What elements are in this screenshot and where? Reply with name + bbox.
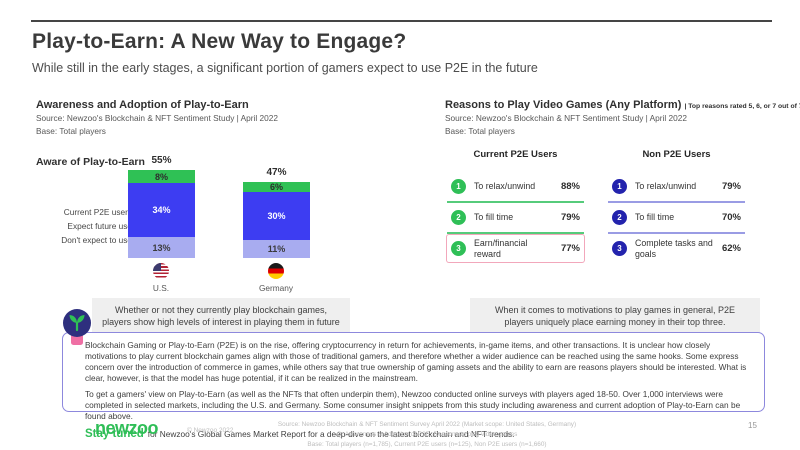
left-section-header: Awareness and Adoption of Play-to-Earn S… xyxy=(36,99,406,137)
category-label-germany: Germany xyxy=(258,283,294,293)
bar-us: 55% 8% 34% 13% xyxy=(128,155,195,258)
bar-segment-current-p2e: 6% xyxy=(243,182,310,192)
stay-tuned-label: Stay tuned xyxy=(85,428,144,441)
legend-label: Expect future use xyxy=(67,221,132,231)
rank-badge: 1 xyxy=(451,179,466,194)
right-section-base: Base: Total players xyxy=(445,126,515,137)
left-caption: Whether or not they currently play block… xyxy=(92,298,350,335)
insight-paragraph-1: Blockchain Gaming or Play-to-Earn (P2E) … xyxy=(85,340,747,384)
cta-line: Stay tuned for Newzoo's Global Games Mark… xyxy=(85,427,750,442)
right-caption: When it comes to motivations to play gam… xyxy=(470,298,760,335)
page-number: 15 xyxy=(748,421,757,430)
row-separator xyxy=(608,232,745,234)
category-label-us: U.S. xyxy=(152,283,170,293)
rank-badge: 2 xyxy=(612,210,627,225)
rank-badge: 3 xyxy=(612,241,627,256)
left-section-source: Source: Newzoo's Blockchain & NFT Sentim… xyxy=(36,113,279,123)
row-separator xyxy=(608,201,745,203)
footer-source-line: Source: Newzoo Blockchain & NFT Sentimen… xyxy=(277,421,577,428)
right-section-source: Source: Newzoo's Blockchain & NFT Sentim… xyxy=(445,113,688,123)
top-rule xyxy=(31,20,772,22)
reason-row: 2 To fill time 70% xyxy=(608,204,745,231)
rank-badge: 3 xyxy=(451,241,466,256)
bar-segment-dont-expect: 11% xyxy=(243,240,310,258)
bar-total-germany: 47% xyxy=(266,167,287,178)
reason-row: 1 To relax/unwind 88% xyxy=(447,173,584,200)
cta-rest: for Newzoo's Global Games Market Report … xyxy=(147,429,515,440)
reason-label: Earn/financial reward xyxy=(474,237,528,259)
germany-flag-icon xyxy=(268,263,284,279)
newzoo-logo: newzoo xyxy=(95,418,159,438)
insight-paragraph-2: To get a gamers' view on Play-to-Earn (a… xyxy=(85,389,741,422)
row-separator xyxy=(447,201,584,203)
reason-label: To relax/unwind xyxy=(635,181,697,192)
legend-label: Current P2E users xyxy=(63,207,132,217)
reason-label: To fill time xyxy=(635,212,675,223)
bar-segment-expect-future: 30% xyxy=(243,192,310,240)
reason-value: 62% xyxy=(721,243,741,254)
bar-germany: 47% 6% 30% 11% xyxy=(243,167,310,258)
footer-source-line: Base: Total players (n=1,785), Current P… xyxy=(307,440,547,448)
reason-value: 70% xyxy=(721,212,741,223)
column-header: Non P2E Users xyxy=(642,149,711,160)
reason-row: 3 Complete tasks and goals 62% xyxy=(608,235,745,262)
rank-badge: 2 xyxy=(451,210,466,225)
reason-value: 88% xyxy=(560,181,580,192)
page-subtitle: While still in the early stages, a signi… xyxy=(32,61,538,75)
bar-total-us: 55% xyxy=(151,155,172,166)
footer-source-line: Q: Awareness & Adoption of P2E, Reasons … xyxy=(336,430,518,438)
reason-label: Complete tasks and goals xyxy=(635,237,713,259)
bar-segment-dont-expect: 13% xyxy=(128,237,195,258)
footer-source-block: Source: Newzoo Blockchain & NFT Sentimen… xyxy=(227,420,627,450)
non-p2e-column: Non P2E Users 1 To relax/unwind 79% 2 To… xyxy=(608,149,745,262)
right-section-title-note: | Top reasons rated 5, 6, or 7 out of 7 xyxy=(684,103,800,110)
reason-value: 77% xyxy=(560,243,580,254)
reason-row-highlighted: 3 Earn/financial reward 77% xyxy=(447,235,584,262)
us-flag-icon xyxy=(153,263,169,279)
copyright-text: © Newzoo 2022 xyxy=(187,427,234,434)
sprout-pin-icon xyxy=(60,306,94,359)
reason-value: 79% xyxy=(560,212,580,223)
reason-value: 79% xyxy=(721,181,741,192)
current-p2e-column: Current P2E Users 1 To relax/unwind 88% … xyxy=(447,149,584,262)
page-title: Play-to-Earn: A New Way to Engage? xyxy=(32,30,407,53)
reason-label: To relax/unwind xyxy=(474,181,536,192)
right-section-title-text: Reasons to Play Video Games (Any Platfor… xyxy=(445,99,682,111)
reason-row: 2 To fill time 79% xyxy=(447,204,584,231)
reason-label: To fill time xyxy=(474,212,514,223)
insight-text-box: Blockchain Gaming or Play-to-Earn (P2E) … xyxy=(62,332,765,440)
column-header: Current P2E Users xyxy=(473,149,558,160)
row-separator xyxy=(447,232,584,234)
rank-badge: 1 xyxy=(612,179,627,194)
chart-title: Aware of Play-to-Earn xyxy=(36,156,145,168)
left-section-title: Awareness and Adoption of Play-to-Earn xyxy=(36,99,249,111)
legend-label: Don't expect to use xyxy=(61,235,132,245)
bar-segment-expect-future: 34% xyxy=(128,183,195,237)
bar-segment-current-p2e: 8% xyxy=(128,170,195,183)
reason-row: 1 To relax/unwind 79% xyxy=(608,173,745,200)
right-section-header: Reasons to Play Video Games (Any Platfor… xyxy=(445,99,800,137)
right-section-title: Reasons to Play Video Games (Any Platfor… xyxy=(445,99,800,111)
left-section-base: Base: Total players xyxy=(36,126,106,137)
